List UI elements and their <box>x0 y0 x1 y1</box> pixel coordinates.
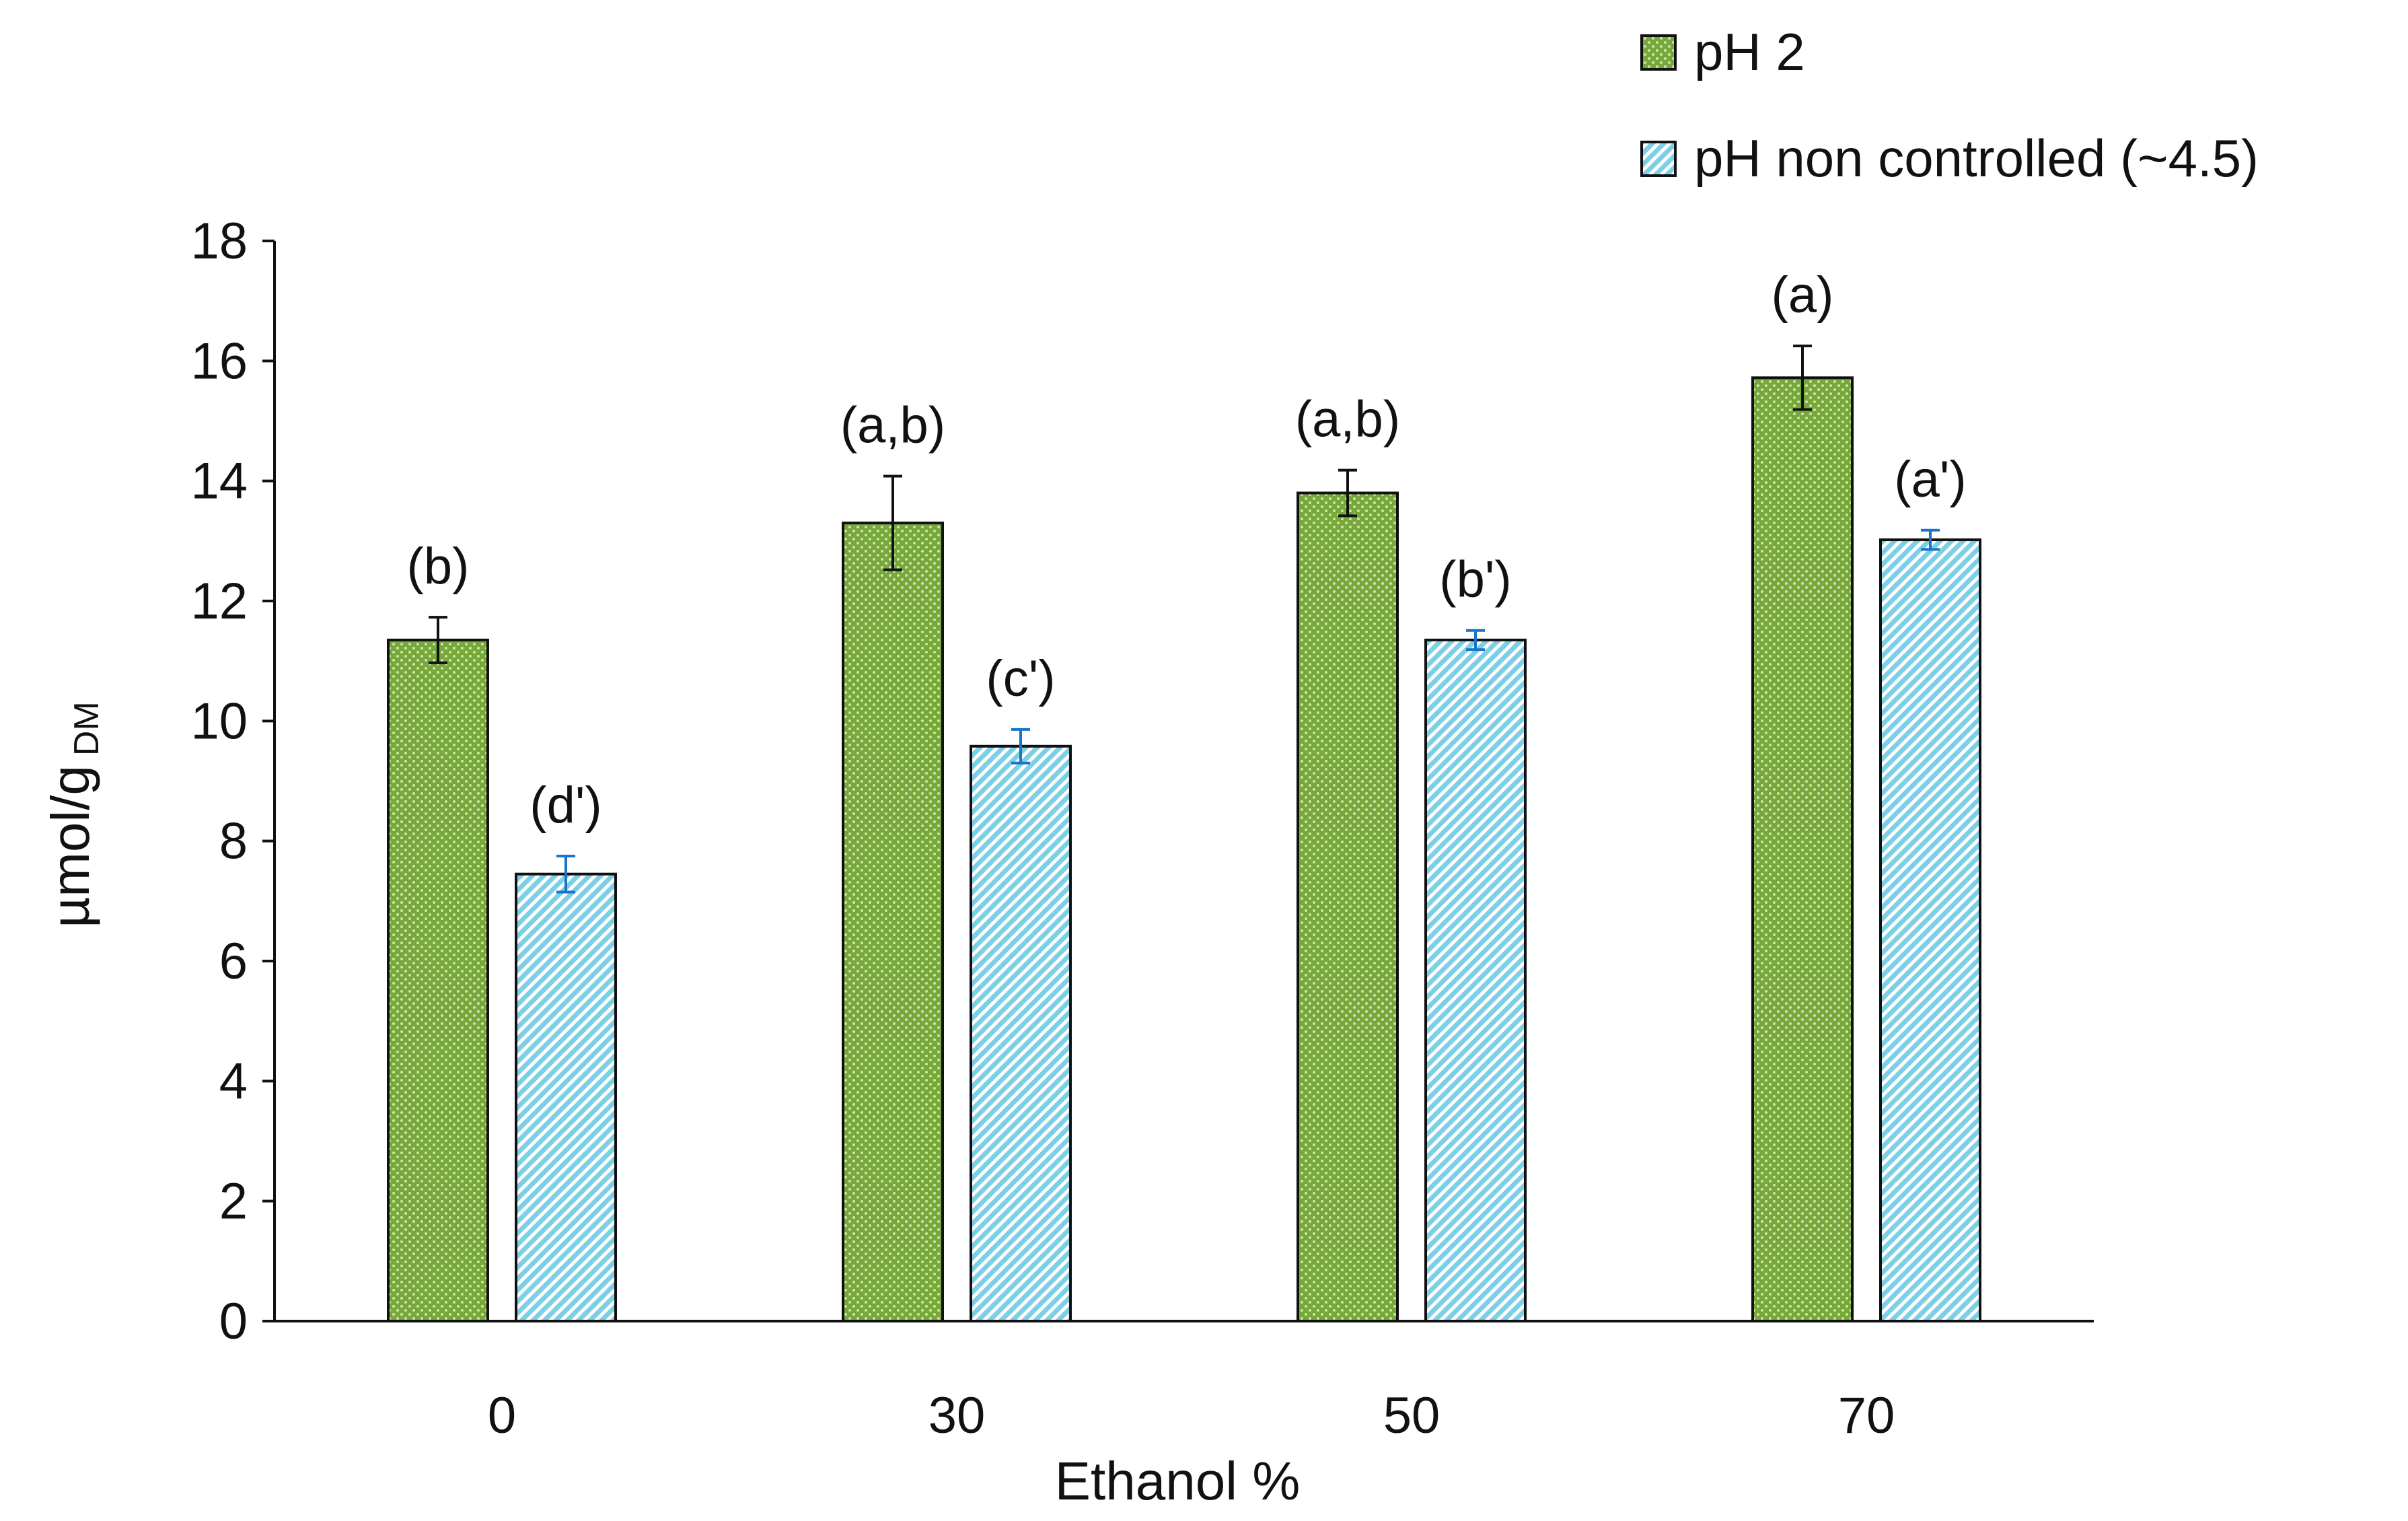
data-label: (b) <box>407 538 470 595</box>
y-tick-label: 14 <box>190 453 248 510</box>
data-label: (b') <box>1439 551 1511 608</box>
bar-series2-70 <box>1879 538 1981 1322</box>
legend-swatch-series2 <box>1640 141 1677 177</box>
y-tick-label: 8 <box>219 813 248 870</box>
bar-series1-0 <box>387 638 489 1322</box>
x-axis-label: Ethanol % <box>1055 1451 1301 1511</box>
data-label: (a) <box>1772 267 1834 324</box>
legend-label-series2: pH non controlled (~4.5) <box>1694 129 2259 188</box>
x-tick-label: 70 <box>1838 1387 1895 1444</box>
y-axis-label-subscript: DM <box>67 701 106 756</box>
y-axis-label-main: µmol/g <box>40 765 100 928</box>
y-tick-label: 18 <box>190 213 248 270</box>
bar-series2-50 <box>1424 638 1527 1322</box>
data-label: (d') <box>530 777 601 834</box>
legend: pH 2 pH non controlled (~4.5) <box>1640 22 2259 188</box>
y-tick-label: 4 <box>219 1053 248 1110</box>
data-label: (a,b) <box>840 397 945 454</box>
data-label: (c') <box>986 650 1055 707</box>
x-tick-label: 0 <box>488 1387 516 1444</box>
data-label: (a,b) <box>1295 391 1400 448</box>
y-tick-label: 6 <box>219 933 248 990</box>
labels-layer: (b) (a,b) (a,b) (a) (d') (c') (b') (a') <box>407 267 1967 834</box>
y-tick-label: 2 <box>219 1173 248 1230</box>
y-tick-label: 0 <box>219 1293 248 1350</box>
bars-layer <box>387 345 1981 1323</box>
x-tick-label: 30 <box>928 1387 986 1444</box>
data-label: (a') <box>1894 451 1966 508</box>
legend-swatch-series1 <box>1640 34 1677 71</box>
x-tick-label: 50 <box>1383 1387 1440 1444</box>
y-tick-label: 10 <box>190 693 248 750</box>
y-tick-label: 16 <box>190 332 248 390</box>
bar-series1-50 <box>1297 491 1399 1322</box>
y-tick-label: 12 <box>190 573 248 630</box>
y-axis-label: µmol/g DM <box>40 701 106 928</box>
bar-series2-0 <box>515 872 617 1323</box>
axes-layer: 0 2 4 6 8 10 12 14 16 18 µmol/g DM 0 30 50 70 Ethanol % <box>40 213 2094 1511</box>
legend-label-series1: pH 2 <box>1694 22 1805 81</box>
bar-series1-70 <box>1751 376 1854 1322</box>
bar-series2-30 <box>970 744 1072 1322</box>
bar-series1-30 <box>842 522 944 1322</box>
